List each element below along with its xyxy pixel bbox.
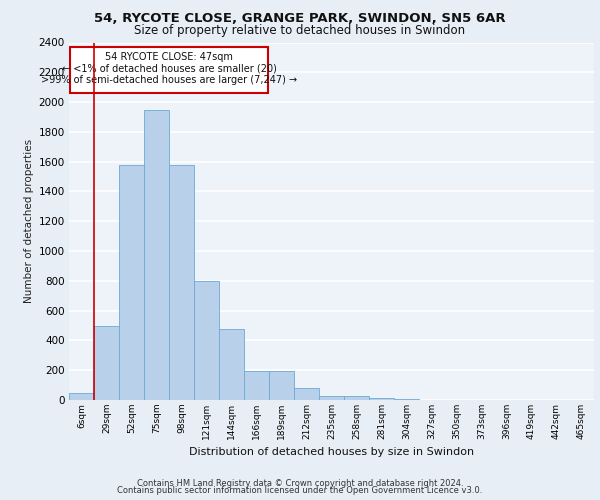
Bar bbox=[394, 399, 419, 400]
Text: Contains public sector information licensed under the Open Government Licence v3: Contains public sector information licen… bbox=[118, 486, 482, 495]
Bar bbox=[319, 396, 344, 400]
Text: >99% of semi-detached houses are larger (7,247) →: >99% of semi-detached houses are larger … bbox=[41, 76, 297, 86]
Text: ← <1% of detached houses are smaller (20): ← <1% of detached houses are smaller (20… bbox=[62, 64, 277, 74]
Bar bbox=[144, 110, 169, 400]
Bar bbox=[344, 396, 369, 400]
Bar bbox=[169, 164, 194, 400]
Bar bbox=[69, 392, 94, 400]
Bar bbox=[194, 281, 219, 400]
Bar bbox=[119, 164, 144, 400]
Text: Contains HM Land Registry data © Crown copyright and database right 2024.: Contains HM Land Registry data © Crown c… bbox=[137, 478, 463, 488]
Bar bbox=[369, 398, 394, 400]
Bar bbox=[219, 328, 244, 400]
X-axis label: Distribution of detached houses by size in Swindon: Distribution of detached houses by size … bbox=[189, 448, 474, 458]
Text: 54, RYCOTE CLOSE, GRANGE PARK, SWINDON, SN5 6AR: 54, RYCOTE CLOSE, GRANGE PARK, SWINDON, … bbox=[94, 12, 506, 26]
Bar bbox=[94, 326, 119, 400]
Y-axis label: Number of detached properties: Number of detached properties bbox=[25, 139, 34, 304]
Bar bbox=[244, 371, 269, 400]
Text: Size of property relative to detached houses in Swindon: Size of property relative to detached ho… bbox=[134, 24, 466, 37]
Bar bbox=[294, 388, 319, 400]
Bar bbox=[269, 371, 294, 400]
FancyBboxPatch shape bbox=[70, 47, 268, 93]
Text: 54 RYCOTE CLOSE: 47sqm: 54 RYCOTE CLOSE: 47sqm bbox=[105, 52, 233, 62]
